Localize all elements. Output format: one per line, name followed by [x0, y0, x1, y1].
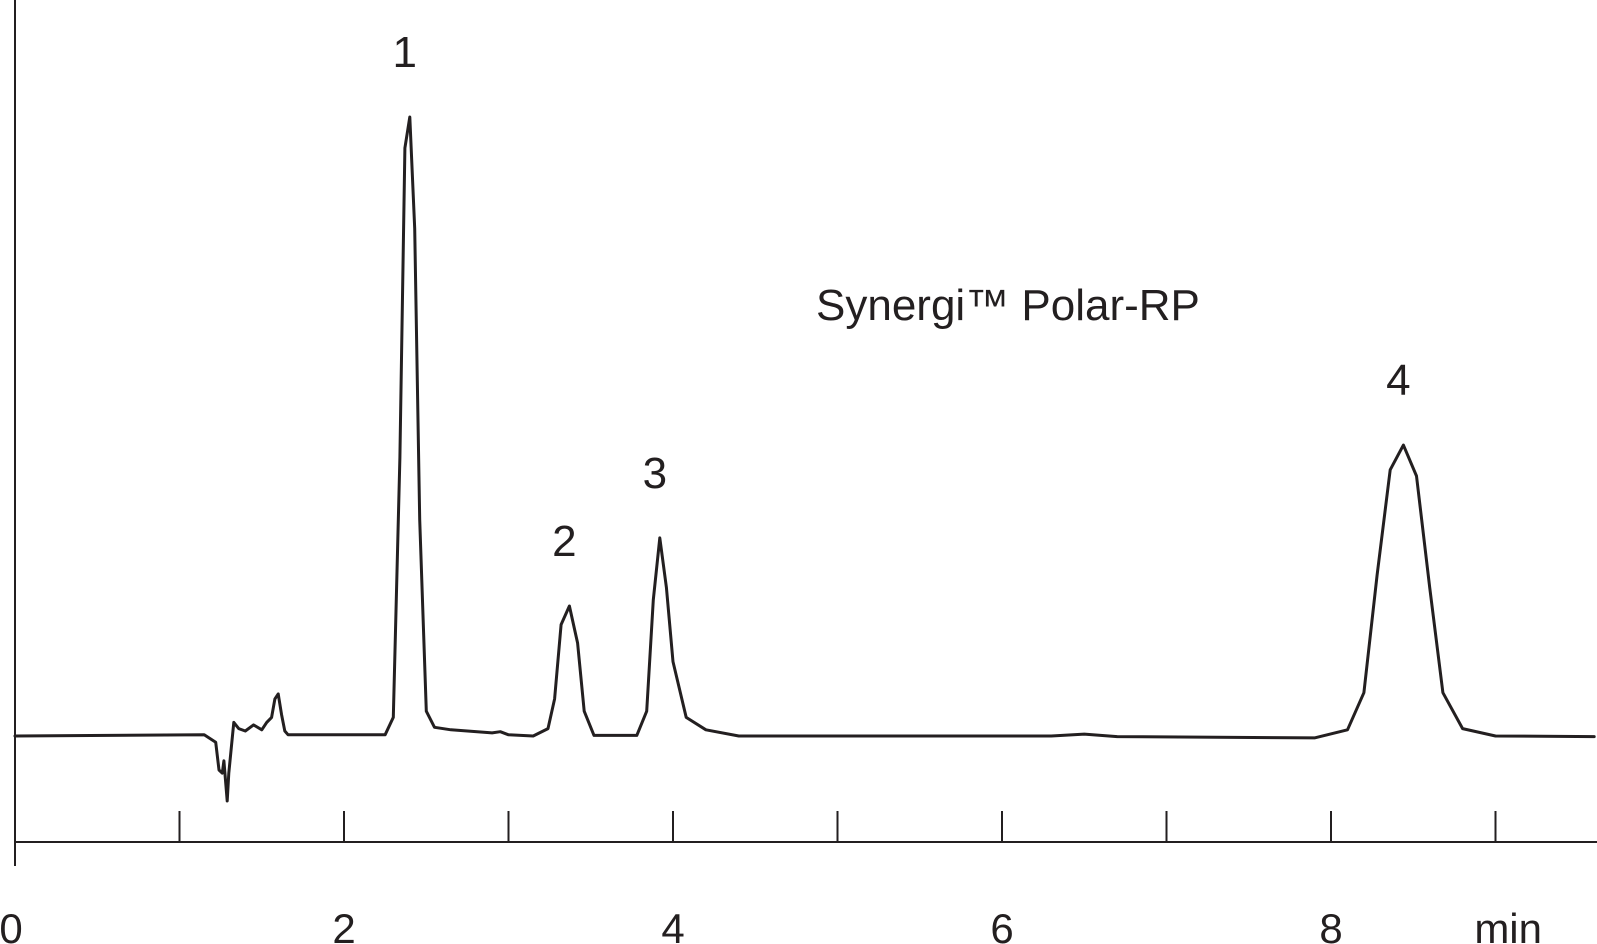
- x-tick-label: 8: [1319, 905, 1342, 944]
- x-tick-label: 2: [332, 905, 355, 944]
- peak-label-3: 3: [643, 449, 667, 498]
- x-tick-label: 0: [0, 905, 23, 944]
- peak-labels: 1 2 3 4: [393, 28, 1411, 566]
- x-tick-label: 4: [661, 905, 684, 944]
- column-name-annotation: Synergi™ Polar-RP: [816, 281, 1200, 330]
- peak-label-4: 4: [1386, 356, 1410, 405]
- x-axis-label: min: [1474, 905, 1542, 944]
- x-tick-label: 6: [990, 905, 1013, 944]
- x-axis-ticks: [14, 811, 1497, 866]
- x-axis-tick-labels: 0 2 4 6 8: [0, 905, 1343, 944]
- chromatogram-trace: [13, 115, 1596, 803]
- peak-label-2: 2: [552, 517, 576, 566]
- peak-label-1: 1: [393, 28, 417, 77]
